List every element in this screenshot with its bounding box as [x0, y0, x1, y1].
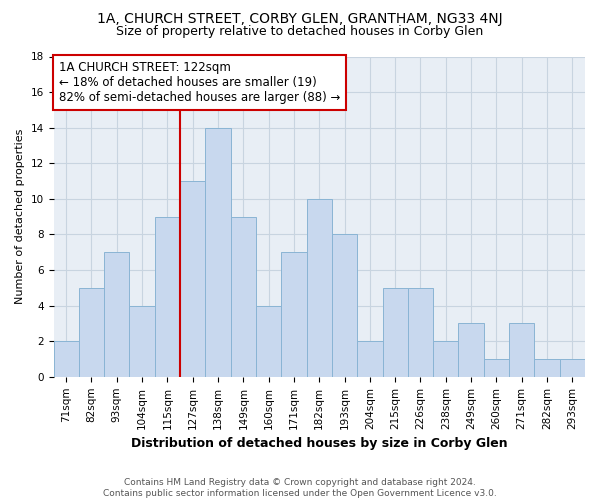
Bar	[408, 288, 433, 377]
Text: 1A, CHURCH STREET, CORBY GLEN, GRANTHAM, NG33 4NJ: 1A, CHURCH STREET, CORBY GLEN, GRANTHAM,…	[97, 12, 503, 26]
Bar	[560, 359, 585, 377]
Bar	[256, 306, 281, 377]
Y-axis label: Number of detached properties: Number of detached properties	[15, 129, 25, 304]
Bar	[357, 341, 383, 377]
Bar	[509, 324, 535, 377]
Bar	[433, 341, 458, 377]
Bar	[180, 181, 205, 377]
Bar	[307, 199, 332, 377]
Bar	[205, 128, 230, 377]
Bar	[383, 288, 408, 377]
Bar	[53, 341, 79, 377]
Text: 1A CHURCH STREET: 122sqm
← 18% of detached houses are smaller (19)
82% of semi-d: 1A CHURCH STREET: 122sqm ← 18% of detach…	[59, 62, 340, 104]
Bar	[104, 252, 130, 377]
Bar	[332, 234, 357, 377]
Text: Size of property relative to detached houses in Corby Glen: Size of property relative to detached ho…	[116, 25, 484, 38]
Bar	[535, 359, 560, 377]
X-axis label: Distribution of detached houses by size in Corby Glen: Distribution of detached houses by size …	[131, 437, 508, 450]
Bar	[79, 288, 104, 377]
Bar	[281, 252, 307, 377]
Bar	[230, 216, 256, 377]
Bar	[458, 324, 484, 377]
Bar	[484, 359, 509, 377]
Text: Contains HM Land Registry data © Crown copyright and database right 2024.
Contai: Contains HM Land Registry data © Crown c…	[103, 478, 497, 498]
Bar	[155, 216, 180, 377]
Bar	[130, 306, 155, 377]
